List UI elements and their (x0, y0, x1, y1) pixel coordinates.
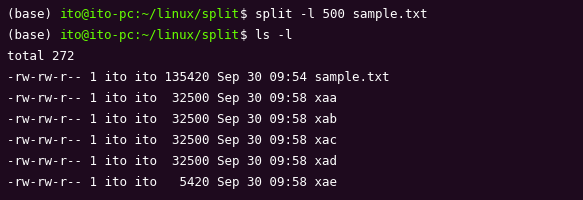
Text: -rw-rw-r-- 1 ito ito  32500 Sep 30 09:58 xad: -rw-rw-r-- 1 ito ito 32500 Sep 30 09:58 … (7, 154, 337, 167)
Text: $ ls -l: $ ls -l (240, 29, 292, 42)
Text: total 272: total 272 (7, 50, 75, 63)
Text: -rw-rw-r-- 1 ito ito 135420 Sep 30 09:54 sample.txt: -rw-rw-r-- 1 ito ito 135420 Sep 30 09:54… (7, 71, 389, 84)
Text: (base): (base) (7, 8, 59, 21)
Text: $ split -l 500 sample.txt: $ split -l 500 sample.txt (240, 8, 427, 21)
Text: -rw-rw-r-- 1 ito ito  32500 Sep 30 09:58 xab: -rw-rw-r-- 1 ito ito 32500 Sep 30 09:58 … (7, 112, 337, 125)
Text: -rw-rw-r-- 1 ito ito  32500 Sep 30 09:58 xac: -rw-rw-r-- 1 ito ito 32500 Sep 30 09:58 … (7, 133, 337, 146)
Text: ito@ito-pc:~/linux/split: ito@ito-pc:~/linux/split (59, 29, 240, 42)
Text: (base): (base) (7, 29, 59, 42)
Text: -rw-rw-r-- 1 ito ito   5420 Sep 30 09:58 xae: -rw-rw-r-- 1 ito ito 5420 Sep 30 09:58 x… (7, 175, 337, 188)
Text: ito@ito-pc:~/linux/split: ito@ito-pc:~/linux/split (59, 8, 240, 21)
Text: -rw-rw-r-- 1 ito ito  32500 Sep 30 09:58 xaa: -rw-rw-r-- 1 ito ito 32500 Sep 30 09:58 … (7, 92, 337, 104)
